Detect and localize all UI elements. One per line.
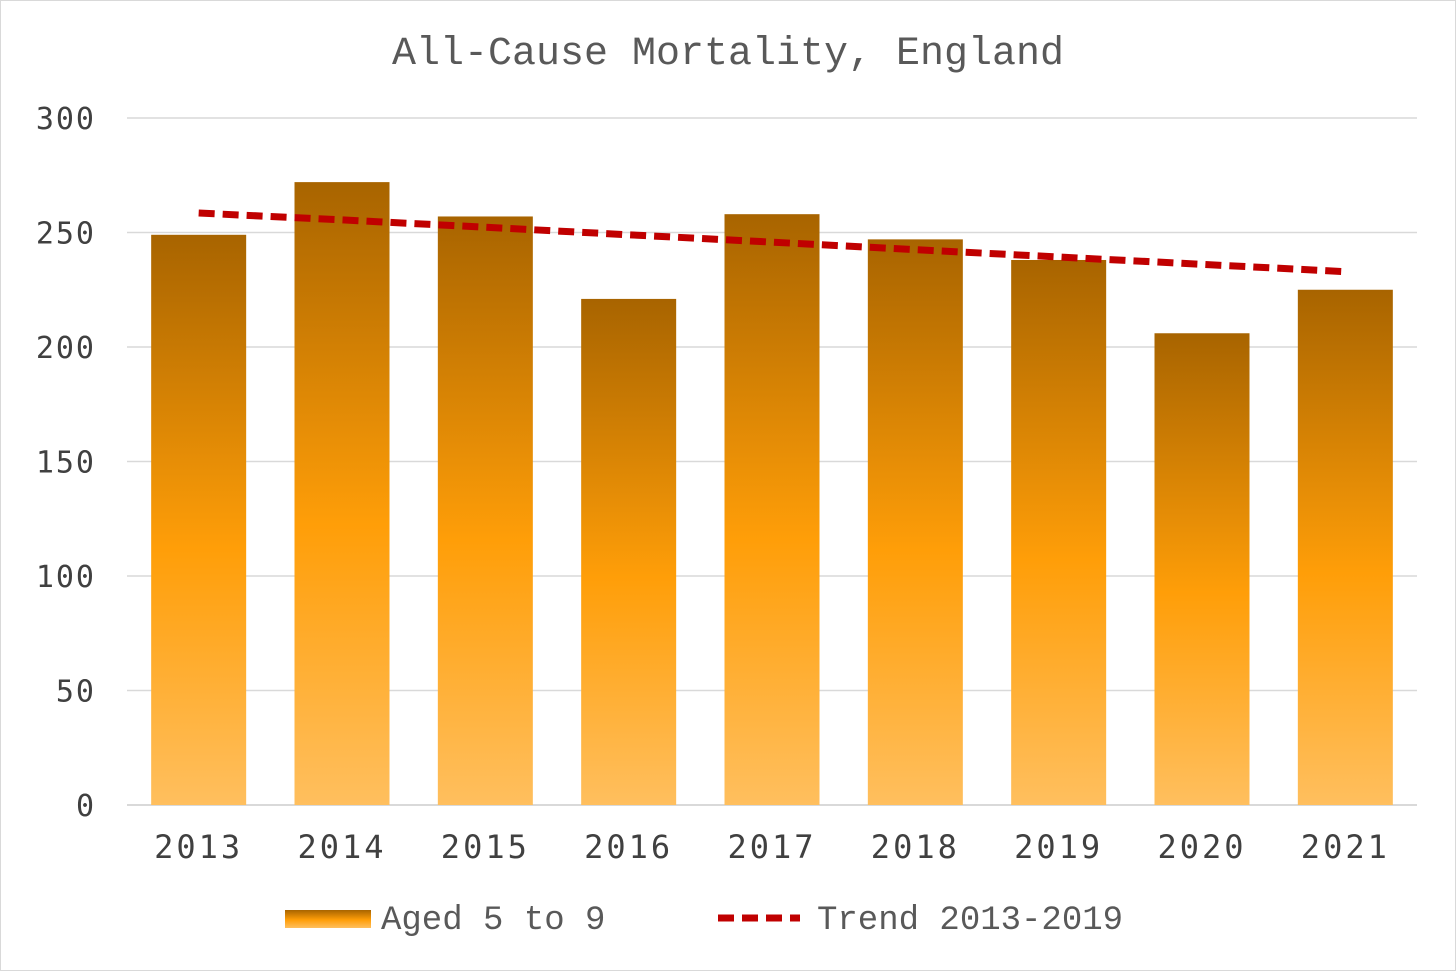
bar-2021 (1297, 289, 1393, 805)
x-tick-label: 2014 (297, 828, 386, 866)
x-tick-label: 2016 (584, 828, 673, 866)
x-tick-label: 2021 (1301, 828, 1390, 866)
y-tick-label: 250 (36, 217, 96, 252)
chart-title: All-Cause Mortality, England (392, 32, 1064, 77)
bar-2014 (294, 182, 390, 805)
y-axis-ticks: 0 50 100 150 200 250 300 (36, 102, 96, 824)
y-tick-label: 150 (36, 446, 96, 481)
bar-2020 (1154, 333, 1250, 805)
bar-2019 (1011, 259, 1107, 806)
legend-label-trend: Trend 2013-2019 (817, 902, 1123, 940)
y-tick-label: 200 (36, 331, 96, 366)
x-tick-label: 2019 (1014, 828, 1103, 866)
legend-label-bars: Aged 5 to 9 (381, 902, 605, 940)
x-tick-label: 2013 (154, 828, 243, 866)
bar-2015 (437, 216, 533, 806)
y-tick-label: 50 (56, 675, 96, 710)
bar-2013 (151, 234, 247, 806)
x-tick-label: 2017 (727, 828, 816, 866)
x-tick-label: 2020 (1157, 828, 1246, 866)
bars (151, 182, 1393, 806)
x-axis-ticks: 2013 2014 2015 2016 2017 2018 2019 2020 2021 (154, 828, 1390, 866)
legend: Aged 5 to 9 Trend 2013-2019 (285, 902, 1123, 940)
y-tick-label: 300 (36, 102, 96, 137)
x-tick-label: 2015 (441, 828, 530, 866)
bar-2016 (581, 298, 677, 805)
y-tick-label: 0 (76, 789, 96, 824)
bar-2017 (724, 214, 820, 805)
x-tick-label: 2018 (871, 828, 960, 866)
y-tick-label: 100 (36, 560, 96, 595)
legend-swatch-bars (285, 910, 371, 928)
bar-2018 (867, 239, 963, 805)
